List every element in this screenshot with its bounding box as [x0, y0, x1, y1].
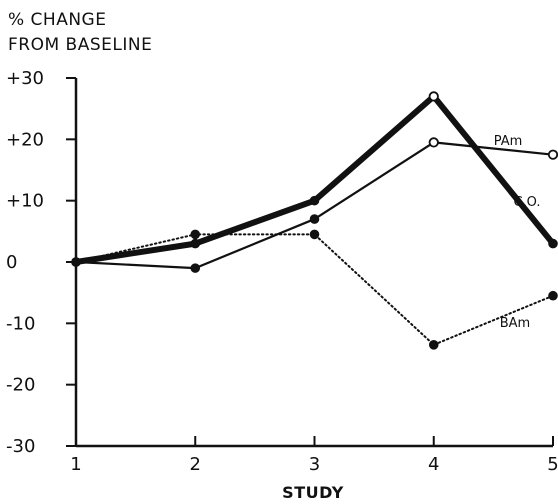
data-point-c-o: [428, 91, 439, 102]
y-tick-label: 0: [6, 252, 17, 273]
y-tick-label: +30: [6, 68, 44, 89]
data-point-bam: [190, 229, 201, 240]
data-point-pam: [309, 214, 320, 224]
y-tick-label: -20: [6, 375, 35, 396]
series-label-pam: PAm: [494, 134, 523, 149]
y-tick-label: +20: [6, 129, 44, 150]
x-tick-label: 4: [428, 454, 439, 475]
data-point-bam: [309, 229, 320, 240]
series-line-bam: [75, 233, 554, 346]
x-tick-label: 2: [190, 454, 201, 475]
series-labels: C.O. PAm BAm: [494, 134, 541, 331]
x-tick-label: 1: [70, 454, 81, 475]
series-label-bam: BAm: [500, 316, 530, 331]
y-tick-label: -30: [6, 436, 35, 457]
data-point-pam: [428, 137, 439, 148]
y-tick-label: +10: [6, 191, 44, 212]
data-point-bam: [428, 340, 439, 350]
axes: [74, 78, 553, 448]
data-point-pam: [547, 149, 558, 160]
data-point-c-o: [190, 238, 201, 249]
data-point-pam: [190, 263, 201, 273]
y-tick-label: -10: [6, 313, 35, 334]
data-point-bam: [71, 257, 81, 267]
series-label-c-o: C.O.: [513, 195, 540, 210]
y-axis-ticks: +30 +20 +10 0 -10 -20 -30: [6, 68, 76, 457]
series-markers: [71, 91, 558, 350]
chart-title-line-2: FROM BASELINE: [8, 35, 152, 55]
chart-title-line-1: % CHANGE: [8, 10, 106, 30]
x-tick-label: 3: [309, 454, 320, 475]
x-axis-ticks: 1 2 3 4 5: [70, 436, 558, 475]
x-axis-label: STUDY: [282, 483, 344, 502]
x-tick-label: 5: [547, 454, 558, 475]
data-point-c-o: [309, 195, 320, 206]
data-point-c-o: [548, 238, 558, 249]
data-point-bam: [548, 290, 558, 301]
